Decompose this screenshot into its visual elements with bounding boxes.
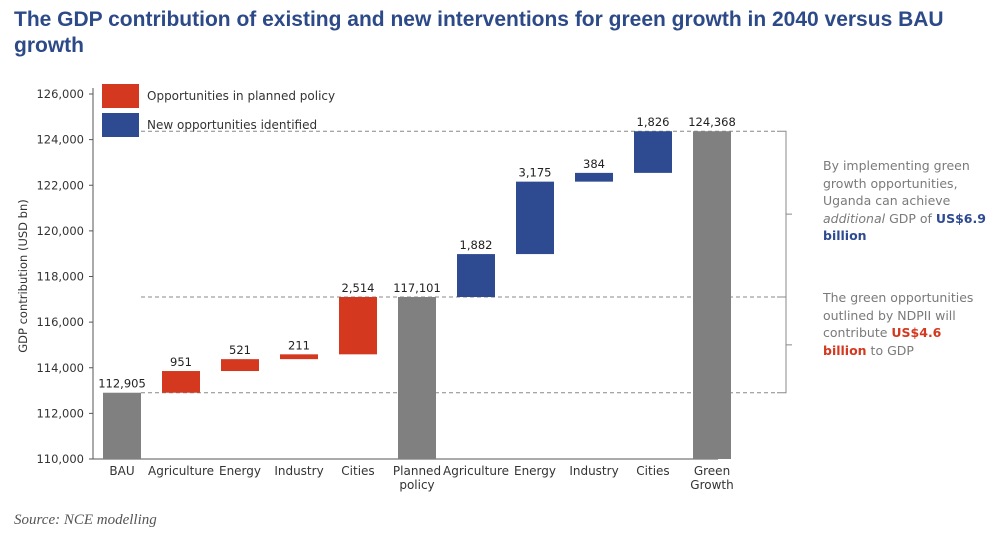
- y-tick-label: 114,000: [36, 361, 84, 375]
- x-tick-label: Industry: [274, 464, 323, 478]
- y-tick-label: 122,000: [36, 178, 84, 192]
- bar-value-label: 124,368: [688, 115, 736, 129]
- bar: [398, 297, 436, 459]
- bar: [693, 131, 731, 460]
- y-tick-label: 120,000: [36, 224, 84, 238]
- upper-annotation-text-2: GDP of: [885, 210, 936, 226]
- y-tick-label: 118,000: [36, 270, 84, 284]
- bar-value-label: 2,514: [342, 281, 375, 295]
- bar-value-label: 211: [288, 338, 310, 352]
- upper-annotation: By implementing green growth opportuniti…: [823, 157, 988, 245]
- bar-value-label: 951: [170, 355, 192, 369]
- bar-value-label: 521: [229, 343, 251, 357]
- bar: [634, 131, 672, 173]
- bar: [221, 359, 259, 372]
- bar-value-label: 117,101: [393, 281, 441, 295]
- bar-value-label: 1,882: [460, 238, 493, 252]
- source-note: Source: NCE modelling: [14, 512, 157, 528]
- lower-annotation-value: US$4.6 billion: [823, 325, 942, 358]
- x-tick-label: Cities: [341, 464, 374, 478]
- bar: [457, 254, 495, 298]
- chart-title: The GDP contribution of existing and new…: [14, 8, 944, 57]
- bar-value-label: 1,826: [637, 115, 670, 129]
- bracket: [777, 296, 787, 394]
- upper-annotation-text: By implementing green growth opportuniti…: [823, 158, 970, 208]
- legend-label: Opportunities in planned policy: [147, 89, 335, 103]
- bar: [339, 297, 377, 355]
- bar: [103, 392, 141, 459]
- lower-annotation-text: The green opportunities outlined by NDPI…: [823, 290, 974, 340]
- lower-annotation-text-2: to GDP: [866, 342, 914, 358]
- x-tick-label: Agriculture: [443, 464, 509, 478]
- bar: [575, 172, 613, 182]
- x-tick-label: Planned: [393, 464, 441, 478]
- y-tick-label: 110,000: [36, 452, 84, 466]
- bracket: [777, 130, 787, 298]
- x-tick-label: Cities: [636, 464, 669, 478]
- bar-value-label: 112,905: [98, 377, 146, 391]
- x-tick-label: Energy: [219, 464, 261, 478]
- upper-annotation-value: US$6.9 billion: [823, 210, 986, 244]
- x-tick-label: Energy: [514, 464, 556, 478]
- y-axis-label: GDP contribution (USD bn): [16, 199, 30, 353]
- x-tick-label: policy: [399, 478, 434, 492]
- legend-swatch: [102, 113, 139, 137]
- bar: [280, 354, 318, 360]
- bar-value-label: 3,175: [519, 166, 552, 180]
- x-tick-label: Agriculture: [148, 464, 214, 478]
- y-tick-label: 124,000: [36, 133, 84, 147]
- x-tick-label: Growth: [690, 478, 733, 492]
- y-tick-label: 112,000: [36, 406, 84, 420]
- legend-swatch: [102, 84, 139, 108]
- bar-value-label: 384: [583, 157, 605, 171]
- lower-annotation: The green opportunities outlined by NDPI…: [823, 289, 988, 359]
- x-tick-label: Green: [694, 464, 730, 478]
- y-tick-label: 116,000: [36, 315, 84, 329]
- bar: [516, 181, 554, 255]
- legend-label: New opportunities identified: [147, 118, 317, 132]
- x-tick-label: BAU: [109, 464, 134, 478]
- y-tick-label: 126,000: [36, 87, 84, 101]
- x-tick-label: Industry: [569, 464, 618, 478]
- bar: [162, 371, 200, 393]
- upper-annotation-italic: additional: [823, 210, 886, 226]
